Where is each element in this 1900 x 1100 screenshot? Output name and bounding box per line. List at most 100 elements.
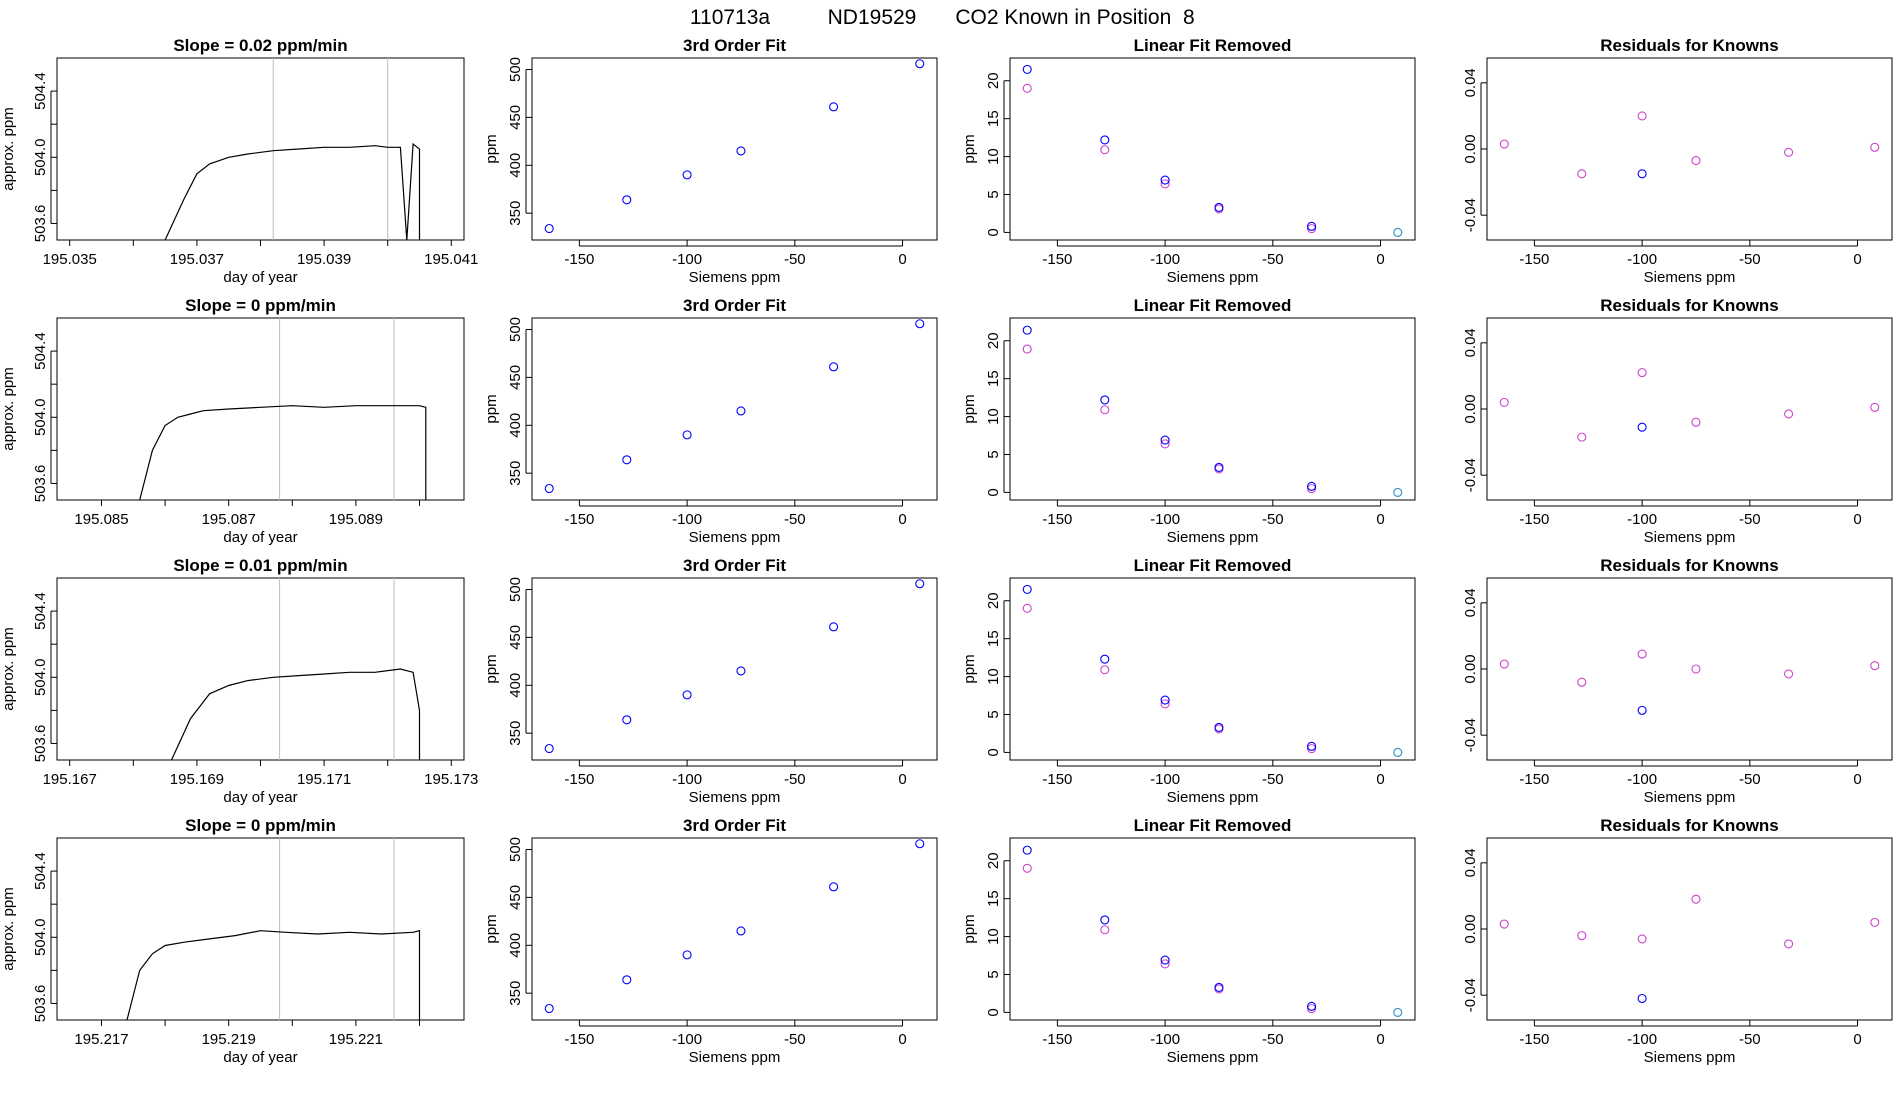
- y-tick-label: 0: [985, 228, 1002, 236]
- panel-3-3: Residuals for Knowns -150 -100 -50 0 Siemens …: [1462, 816, 1893, 1066]
- residual-point: [1637, 934, 1647, 944]
- residual-point: [1691, 417, 1701, 427]
- y-tick-label: 350: [507, 201, 524, 226]
- figure-title-instrument: ND19529: [828, 6, 917, 29]
- measured-point: [1022, 325, 1032, 335]
- x-tick-label: -50: [1739, 251, 1761, 268]
- residual-point: [1691, 894, 1701, 904]
- measured-point: [1307, 1001, 1317, 1011]
- y-tick-label: 450: [507, 365, 524, 390]
- x-tick-label: -150: [1042, 511, 1072, 528]
- y-tick-label: 0.04: [1462, 328, 1479, 357]
- residual-point: [1577, 169, 1587, 179]
- y-tick-label: 0.00: [1462, 134, 1479, 163]
- y-tick-label: 10: [985, 408, 1002, 425]
- residual-point: [1577, 677, 1587, 687]
- measured-point: [1637, 993, 1647, 1004]
- data-layer: [544, 839, 925, 1014]
- panel-3-2: Linear Fit Removed -150 -100 -50 0 Siemens pp…: [961, 816, 1416, 1066]
- y-tick-label: 500: [507, 317, 524, 342]
- residual-point: [1870, 917, 1880, 927]
- x-tick-label: 195.039: [297, 251, 351, 268]
- plot-frame: [56, 57, 465, 241]
- measured-point: [1100, 135, 1110, 145]
- x-tick-label: 0: [1376, 771, 1384, 788]
- panel-title: Slope = 0 ppm/min: [185, 296, 336, 315]
- x-axis-label: Siemens ppm: [1167, 1049, 1259, 1066]
- data-layer: [1022, 584, 1403, 757]
- plot-frame: [531, 317, 938, 501]
- x-tick-label: -100: [672, 251, 702, 268]
- panel-2-3: Residuals for Knowns -150 -100 -50 0 Siemens …: [1462, 556, 1893, 806]
- measured-point: [1160, 695, 1170, 705]
- panel-title: Linear Fit Removed: [1134, 556, 1292, 575]
- y-axis-label: ppm: [483, 914, 500, 943]
- x-tick-label: 195.035: [43, 251, 97, 268]
- residual-point: [1160, 179, 1170, 189]
- residual-point: [1100, 925, 1110, 935]
- y-tick-label: 350: [507, 981, 524, 1006]
- panel-0-1: 3rd Order Fit -150 -100 -50 0 Siemens ppm 350 4…: [483, 36, 938, 286]
- x-tick-label: 0: [1853, 1031, 1861, 1048]
- panel-2-2: Linear Fit Removed -150 -100 -50 0 Siemens pp…: [961, 556, 1416, 806]
- data-layer: [1499, 368, 1880, 442]
- panel-title: Residuals for Knowns: [1600, 296, 1779, 315]
- y-tick-label: 0.00: [1462, 654, 1479, 683]
- y-tick-label: -0.04: [1462, 198, 1479, 232]
- measured-point: [1214, 202, 1224, 212]
- x-tick-label: -50: [1739, 771, 1761, 788]
- x-tick-label: -50: [1262, 1031, 1284, 1048]
- panel-title: Residuals for Knowns: [1600, 816, 1779, 835]
- residual-point: [1784, 669, 1794, 679]
- y-tick-label: 0.00: [1462, 394, 1479, 423]
- x-axis-label: Siemens ppm: [1167, 269, 1259, 286]
- y-tick-label: 15: [985, 370, 1002, 387]
- x-tick-label: -50: [784, 511, 806, 528]
- panel-title: Slope = 0.02 ppm/min: [173, 36, 347, 55]
- x-tick-label: 0: [1853, 771, 1861, 788]
- known-point: [915, 319, 925, 329]
- known-point: [682, 690, 692, 700]
- known-point: [915, 839, 925, 849]
- known-point: [622, 975, 632, 985]
- plot-frame: [1486, 577, 1893, 761]
- measured-point: [1022, 845, 1032, 855]
- y-tick-label: 500: [507, 837, 524, 862]
- plot-frame: [1009, 837, 1416, 1021]
- x-tick-label: -100: [1627, 511, 1657, 528]
- x-tick-label: -100: [1627, 251, 1657, 268]
- y-tick-label: 5: [985, 190, 1002, 198]
- x-tick-label: -100: [1627, 1031, 1657, 1048]
- y-tick-label: 10: [985, 668, 1002, 685]
- x-tick-label: -150: [564, 1031, 594, 1048]
- x-tick-label: -150: [1519, 1031, 1549, 1048]
- x-axis-label: Siemens ppm: [1644, 1049, 1736, 1066]
- known-point: [622, 455, 632, 465]
- residual-point: [1784, 409, 1794, 419]
- y-tick-label: 350: [507, 461, 524, 486]
- data-layer: [1499, 894, 1880, 1004]
- x-tick-label: 195.089: [329, 511, 383, 528]
- x-tick-label: 0: [1376, 511, 1384, 528]
- measured-point: [1100, 915, 1110, 925]
- residual-point: [1870, 661, 1880, 671]
- y-axis-label: ppm: [483, 654, 500, 683]
- y-axis-label: approx. ppm: [0, 627, 17, 710]
- x-axis-label: Siemens ppm: [689, 1049, 781, 1066]
- data-layer: [164, 58, 421, 240]
- concentration-trace: [170, 668, 421, 760]
- residual-point: [1637, 111, 1647, 121]
- plot-frame: [1486, 317, 1893, 501]
- x-tick-label: 195.217: [74, 1031, 128, 1048]
- x-tick-label: -100: [1627, 771, 1657, 788]
- y-tick-label: 504.4: [32, 852, 49, 890]
- y-tick-label: -0.04: [1462, 458, 1479, 492]
- y-tick-label: 503.6: [32, 725, 49, 763]
- x-axis-label: day of year: [223, 789, 297, 806]
- x-tick-label: -150: [564, 251, 594, 268]
- panel-title: Residuals for Knowns: [1600, 556, 1779, 575]
- y-tick-label: 504.0: [32, 138, 49, 176]
- y-tick-label: 504.0: [32, 918, 49, 956]
- panel-2-1: 3rd Order Fit -150 -100 -50 0 Siemens ppm 350 4…: [483, 556, 938, 806]
- y-tick-label: -0.04: [1462, 978, 1479, 1012]
